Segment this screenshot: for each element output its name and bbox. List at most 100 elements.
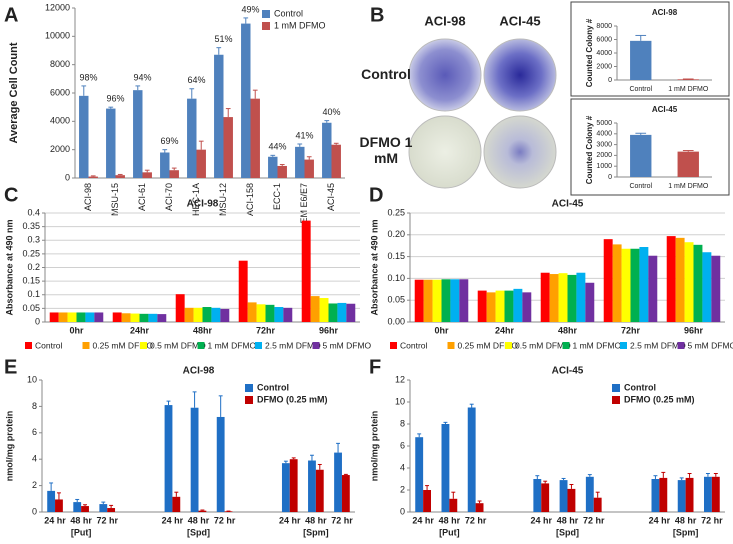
bar — [160, 152, 170, 178]
panel-letter: D — [369, 184, 383, 206]
bar — [283, 307, 293, 322]
bar — [88, 176, 98, 178]
panel-letter: A — [4, 4, 18, 26]
bar — [115, 175, 125, 178]
bar — [334, 452, 342, 512]
bar — [559, 480, 568, 512]
y-tick-label: 0 — [608, 174, 612, 181]
y-axis-label: Absorbance at 490 nm — [369, 219, 379, 315]
x-tick-label: 0hr — [69, 325, 84, 335]
bar — [157, 314, 167, 322]
bar — [630, 40, 652, 80]
x-tick-label: 96hr — [684, 325, 704, 335]
bar — [202, 307, 212, 322]
bar — [666, 236, 676, 322]
bar — [540, 272, 550, 322]
legend-label: 0.25 mM DFMO — [458, 340, 519, 350]
x-tick-label: 24hr — [130, 325, 150, 335]
bar — [274, 307, 284, 322]
y-tick-label: 0.25 — [22, 248, 40, 258]
x-tick-label: 24 hr — [162, 515, 184, 525]
bar — [301, 220, 311, 322]
bar — [133, 90, 143, 178]
row-label: DFMO 1 mM — [359, 134, 413, 166]
bar — [684, 242, 694, 322]
y-tick-label: 2 — [32, 480, 37, 490]
bar — [702, 252, 712, 322]
x-tick-label: 48 hr — [557, 515, 579, 525]
legend-label: 1 mM DFMO — [208, 340, 257, 350]
y-tick-label: 12000 — [45, 2, 70, 12]
annotation: 98% — [79, 72, 97, 82]
bar — [319, 298, 329, 322]
bar — [106, 108, 116, 178]
y-tick-label: 4000 — [596, 50, 612, 57]
bar — [216, 416, 225, 512]
legend-swatch — [82, 342, 90, 349]
colony-photo — [483, 115, 557, 189]
bar — [495, 290, 505, 322]
x-tick-label: HEC-1A — [191, 183, 201, 216]
legend-swatch — [25, 342, 32, 349]
legend-swatch — [677, 342, 685, 349]
x-tick-label: 48hr — [193, 325, 213, 335]
x-tick-label: MSU-12 — [218, 183, 228, 216]
chart-title: ACI-98 — [183, 366, 215, 377]
y-tick-label: 5000 — [596, 120, 612, 127]
annotation: 64% — [187, 75, 205, 85]
colony-photo — [408, 38, 482, 112]
legend-label: Control — [35, 340, 63, 350]
y-tick-label: 0.4 — [27, 207, 40, 217]
bar — [414, 279, 424, 322]
bar — [47, 490, 56, 512]
bar — [85, 312, 95, 322]
bar — [295, 146, 305, 178]
bar — [99, 504, 108, 512]
y-tick-label: 10000 — [45, 31, 70, 41]
group-label: [Spm] — [303, 527, 329, 537]
y-tick-label: 0 — [400, 506, 405, 516]
bar — [621, 248, 631, 322]
y-tick-label: 6 — [32, 427, 37, 437]
legend-label: 0.25 mM DFMO — [93, 340, 154, 350]
y-tick-label: 0 — [65, 172, 70, 182]
y-tick-label: 4000 — [596, 131, 612, 138]
x-tick-label: ACI-158 — [245, 183, 255, 216]
y-tick-label: 0.20 — [387, 229, 405, 239]
bar — [187, 98, 197, 178]
legend-swatch — [505, 342, 512, 349]
bar — [423, 279, 433, 322]
legend-swatch — [255, 342, 262, 349]
group-label: [Spd] — [187, 527, 210, 537]
bar — [49, 312, 59, 322]
x-tick-label: 24 hr — [44, 515, 66, 525]
bar — [593, 497, 602, 512]
bar — [486, 292, 496, 322]
bar — [651, 479, 660, 512]
y-tick-label: 0 — [608, 77, 612, 84]
legend-label: 5 mM DFMO — [688, 340, 733, 350]
x-tick-label: 24 hr — [279, 515, 301, 525]
legend-swatch — [245, 396, 253, 404]
bar — [247, 302, 257, 322]
bar — [630, 248, 640, 322]
bar — [585, 282, 595, 322]
y-tick-label: 8 — [400, 418, 405, 428]
bar — [224, 511, 233, 512]
annotation: 40% — [322, 107, 340, 117]
y-tick-label: 2000 — [50, 144, 70, 154]
x-tick-label: 24hr — [495, 325, 515, 335]
x-tick-label: 48 hr — [305, 515, 327, 525]
y-tick-label: 0.3 — [27, 235, 40, 245]
bar — [238, 260, 248, 322]
legend-swatch — [140, 342, 147, 349]
colony-photo — [483, 38, 557, 112]
bar — [58, 312, 68, 322]
bar — [522, 292, 532, 322]
legend-swatch — [197, 342, 205, 349]
bar — [467, 407, 476, 512]
legend-label: Control — [274, 8, 303, 18]
bar — [541, 483, 550, 512]
bar — [211, 307, 221, 322]
bar — [603, 239, 613, 322]
